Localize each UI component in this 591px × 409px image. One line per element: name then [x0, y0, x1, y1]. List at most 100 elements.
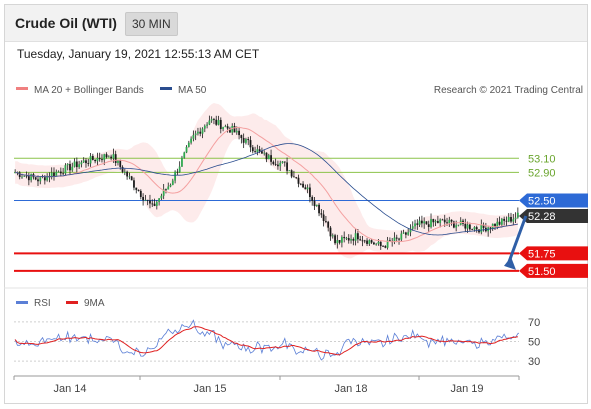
- candle-body: [261, 151, 263, 154]
- instrument-title: Crude Oil (WTI): [15, 15, 117, 31]
- candle-body: [388, 240, 391, 242]
- candle-body: [343, 237, 346, 239]
- candle-body: [165, 189, 167, 191]
- candle-body: [489, 227, 492, 229]
- candle-body: [290, 170, 293, 177]
- candle-body: [128, 176, 131, 178]
- candle-body: [434, 221, 437, 223]
- rsi-line: [14, 319, 519, 361]
- candle-body: [245, 139, 247, 143]
- candle-body: [450, 219, 453, 222]
- candle-body: [338, 240, 341, 243]
- candle-body: [30, 174, 33, 181]
- candle-body: [286, 162, 288, 171]
- candle-body: [512, 219, 515, 222]
- candle-body: [101, 159, 103, 161]
- candle-body: [441, 219, 444, 221]
- candle-body: [155, 201, 158, 206]
- level-label-51.50: 51.50: [528, 266, 556, 278]
- rsi-tick-50: 50: [528, 337, 540, 349]
- candle-body: [281, 161, 284, 163]
- candle-body: [386, 240, 389, 248]
- chart-header: Crude Oil (WTI) 30 MIN: [5, 5, 587, 42]
- candle-body: [400, 233, 403, 240]
- candle-body: [320, 213, 323, 215]
- candle-body: [295, 177, 298, 178]
- last-price-label: 52.28: [528, 211, 556, 223]
- candle-body: [379, 241, 382, 247]
- candle-body: [304, 187, 307, 190]
- candle-body: [89, 155, 92, 164]
- candle-body: [315, 204, 318, 207]
- candle-body: [153, 203, 156, 206]
- candle-body: [87, 163, 90, 164]
- candle-body: [404, 232, 407, 235]
- candle-body: [322, 214, 325, 221]
- candle-body: [219, 119, 222, 130]
- level-label-52.90: 52.90: [528, 167, 556, 179]
- candle-body: [73, 161, 76, 167]
- candle-body: [505, 220, 508, 222]
- candle-body: [407, 232, 410, 235]
- candle-body: [64, 165, 67, 174]
- candle-body: [352, 239, 355, 241]
- candle-body: [306, 187, 309, 190]
- candle-body: [267, 155, 270, 160]
- candle-body: [464, 223, 467, 229]
- candle-body: [452, 221, 455, 228]
- candle-body: [473, 227, 476, 230]
- candle-body: [500, 218, 503, 225]
- candle-body: [263, 152, 266, 154]
- candle-body: [279, 162, 282, 167]
- candle-body: [66, 164, 69, 166]
- rsi9ma-legend-label: 9MA: [84, 298, 105, 309]
- candle-body: [197, 131, 199, 134]
- candle-body: [187, 142, 190, 147]
- candle-body: [430, 219, 432, 227]
- candle-body: [171, 180, 174, 185]
- candle-body: [439, 219, 442, 223]
- forecast-arrow-head: [504, 256, 516, 270]
- level-label-52.50: 52.50: [528, 196, 556, 208]
- candle-body: [293, 176, 295, 178]
- candle-body: [345, 238, 348, 239]
- ma20-line: [15, 127, 519, 243]
- ma50-legend-label: MA 50: [178, 85, 207, 96]
- bollinger-band-fill: [15, 103, 518, 259]
- timestamp: Tuesday, January 19, 2021 12:55:13 AM CE…: [17, 47, 260, 61]
- candle-body: [270, 155, 272, 162]
- candle-body: [457, 224, 460, 226]
- candle-body: [121, 166, 124, 172]
- x-tick-label: Jan 14: [53, 383, 86, 395]
- interval-badge[interactable]: 30 MIN: [125, 12, 178, 36]
- candle-body: [78, 164, 81, 168]
- level-tag-51.75: [519, 246, 588, 261]
- candle-body: [167, 186, 170, 190]
- moving-averages: [15, 127, 519, 243]
- candle-body: [418, 220, 421, 225]
- candle-body: [297, 177, 300, 184]
- chart-widget: Crude Oil (WTI) 30 MIN Tuesday, January …: [4, 4, 588, 404]
- candle-body: [443, 219, 446, 223]
- candle-body: [114, 154, 117, 163]
- candle-body: [498, 221, 501, 225]
- candle-body: [105, 154, 108, 158]
- bollinger-legend-label: MA 20 + Bollinger Bands: [34, 85, 144, 96]
- candle-body: [336, 240, 339, 244]
- candle-body: [192, 135, 195, 139]
- candle-body: [53, 172, 55, 177]
- candle-body: [222, 127, 224, 130]
- candle-body: [62, 173, 65, 175]
- forecast-arrow-shaft: [507, 215, 528, 263]
- candle-body: [213, 119, 215, 120]
- candle-body: [80, 162, 83, 165]
- candle-body: [37, 179, 39, 182]
- candle-body: [277, 164, 279, 167]
- candle-body: [226, 126, 229, 129]
- candle-body: [142, 196, 145, 201]
- level-tags: 53.10 52.90 52.50 51.75 51.50 52.28: [504, 153, 588, 278]
- candle-body: [27, 175, 30, 181]
- candle-body: [229, 128, 231, 133]
- candle-body: [432, 219, 435, 223]
- candle-body: [414, 223, 416, 227]
